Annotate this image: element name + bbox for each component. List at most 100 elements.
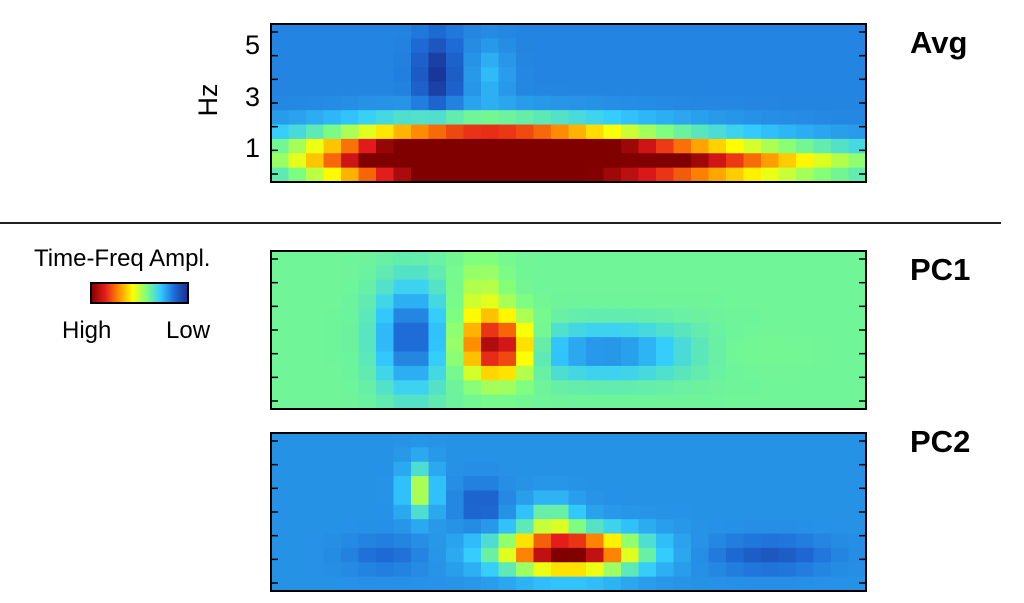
heatmap-cell	[708, 562, 727, 578]
heatmap-cell	[621, 95, 640, 111]
heatmap-cell	[463, 433, 482, 448]
heatmap-cell	[831, 351, 850, 367]
heatmap-cell	[743, 476, 762, 492]
heatmap-cell	[848, 81, 867, 97]
heatmap-cell	[743, 279, 762, 295]
heatmap-cell	[726, 576, 745, 592]
heatmap-cell	[656, 504, 675, 520]
heatmap-cell	[726, 81, 745, 97]
heatmap-cell	[586, 124, 605, 140]
heatmap-cell	[656, 447, 675, 463]
heatmap-cell	[288, 562, 307, 578]
heatmap-cell	[778, 81, 797, 97]
heatmap-cell	[498, 110, 517, 126]
heatmap-cell	[358, 461, 377, 477]
heatmap-cell	[673, 52, 692, 68]
heatmap-cell	[428, 265, 447, 281]
heatmap-cell	[743, 167, 762, 183]
heatmap-cell	[358, 251, 377, 266]
heatmap-cell	[498, 365, 517, 381]
heatmap-cell	[533, 380, 552, 396]
heatmap-cell	[393, 380, 412, 396]
heatmap-cell	[603, 308, 622, 324]
heatmap-cell	[463, 365, 482, 381]
heatmap-cell	[428, 124, 447, 140]
heatmap-cell	[376, 447, 395, 463]
heatmap-cell	[761, 433, 780, 448]
heatmap-cell	[761, 24, 780, 39]
heatmap-cell	[323, 279, 342, 295]
heatmap-cell	[393, 38, 412, 54]
heatmap-cell	[638, 167, 657, 183]
heatmap-cell	[708, 279, 727, 295]
heatmap-cell	[551, 124, 570, 140]
heatmap-cell	[323, 52, 342, 68]
heatmap-cell	[551, 365, 570, 381]
heatmap-cell	[358, 447, 377, 463]
heatmap-cell	[481, 447, 500, 463]
heatmap-cell	[691, 81, 710, 97]
heatmap-cell	[603, 294, 622, 310]
heatmap-cell	[498, 167, 517, 183]
heatmap-cell	[551, 322, 570, 338]
heatmap-cell	[813, 547, 832, 563]
heatmap-cell	[411, 294, 430, 310]
heatmap-cell	[271, 52, 290, 68]
heatmap-cell	[848, 547, 867, 563]
heatmap-cell	[271, 153, 290, 169]
heatmap-cell	[288, 294, 307, 310]
heatmap-cell	[376, 153, 395, 169]
heatmap-cell	[393, 433, 412, 448]
heatmap-cell	[778, 124, 797, 140]
heatmap-cell	[761, 562, 780, 578]
heatmap-cell	[796, 153, 815, 169]
heatmap-cell	[393, 52, 412, 68]
heatmap-cell	[358, 52, 377, 68]
heatmap-cell	[656, 52, 675, 68]
heatmap-cell	[568, 110, 587, 126]
heatmap-cell	[638, 110, 657, 126]
heatmap-cell	[621, 365, 640, 381]
heatmap-cell	[376, 67, 395, 83]
heatmap-cell	[393, 490, 412, 506]
heatmap-cell	[533, 394, 552, 410]
heatmap-cell	[481, 251, 500, 266]
heatmap-cell	[306, 153, 325, 169]
panel-label-pc2: PC2	[910, 424, 970, 459]
heatmap-cell	[323, 365, 342, 381]
heatmap-cell	[796, 251, 815, 266]
heatmap-cell	[656, 279, 675, 295]
heatmap-cell	[603, 167, 622, 183]
heatmap-cell	[498, 547, 517, 563]
heatmap-cell	[498, 24, 517, 39]
heatmap-cell	[516, 124, 535, 140]
heatmap-cell	[778, 294, 797, 310]
heatmap-cell	[498, 476, 517, 492]
heatmap-cell	[621, 461, 640, 477]
heatmap-cell	[638, 265, 657, 281]
heatmap-cell	[533, 504, 552, 520]
heatmap-cell	[288, 433, 307, 448]
heatmap-cell	[271, 447, 290, 463]
heatmap-cell	[411, 110, 430, 126]
heatmap-cell	[848, 365, 867, 381]
heatmap-cell	[743, 504, 762, 520]
heatmap-pc1-cells	[271, 251, 867, 410]
heatmap-cell	[848, 294, 867, 310]
heatmap-cell	[411, 138, 430, 154]
heatmap-cell	[708, 337, 727, 353]
heatmap-cell	[691, 308, 710, 324]
heatmap-cell	[743, 447, 762, 463]
heatmap-cell	[656, 138, 675, 154]
heatmap-cell	[551, 380, 570, 396]
heatmap-cell	[778, 504, 797, 520]
heatmap-cell	[796, 380, 815, 396]
heatmap-cell	[428, 52, 447, 68]
heatmap-cell	[376, 308, 395, 324]
heatmap-cell	[603, 476, 622, 492]
heatmap-cell	[708, 365, 727, 381]
heatmap-cell	[533, 52, 552, 68]
heatmap-cell	[778, 337, 797, 353]
heatmap-cell	[603, 433, 622, 448]
heatmap-cell	[288, 138, 307, 154]
